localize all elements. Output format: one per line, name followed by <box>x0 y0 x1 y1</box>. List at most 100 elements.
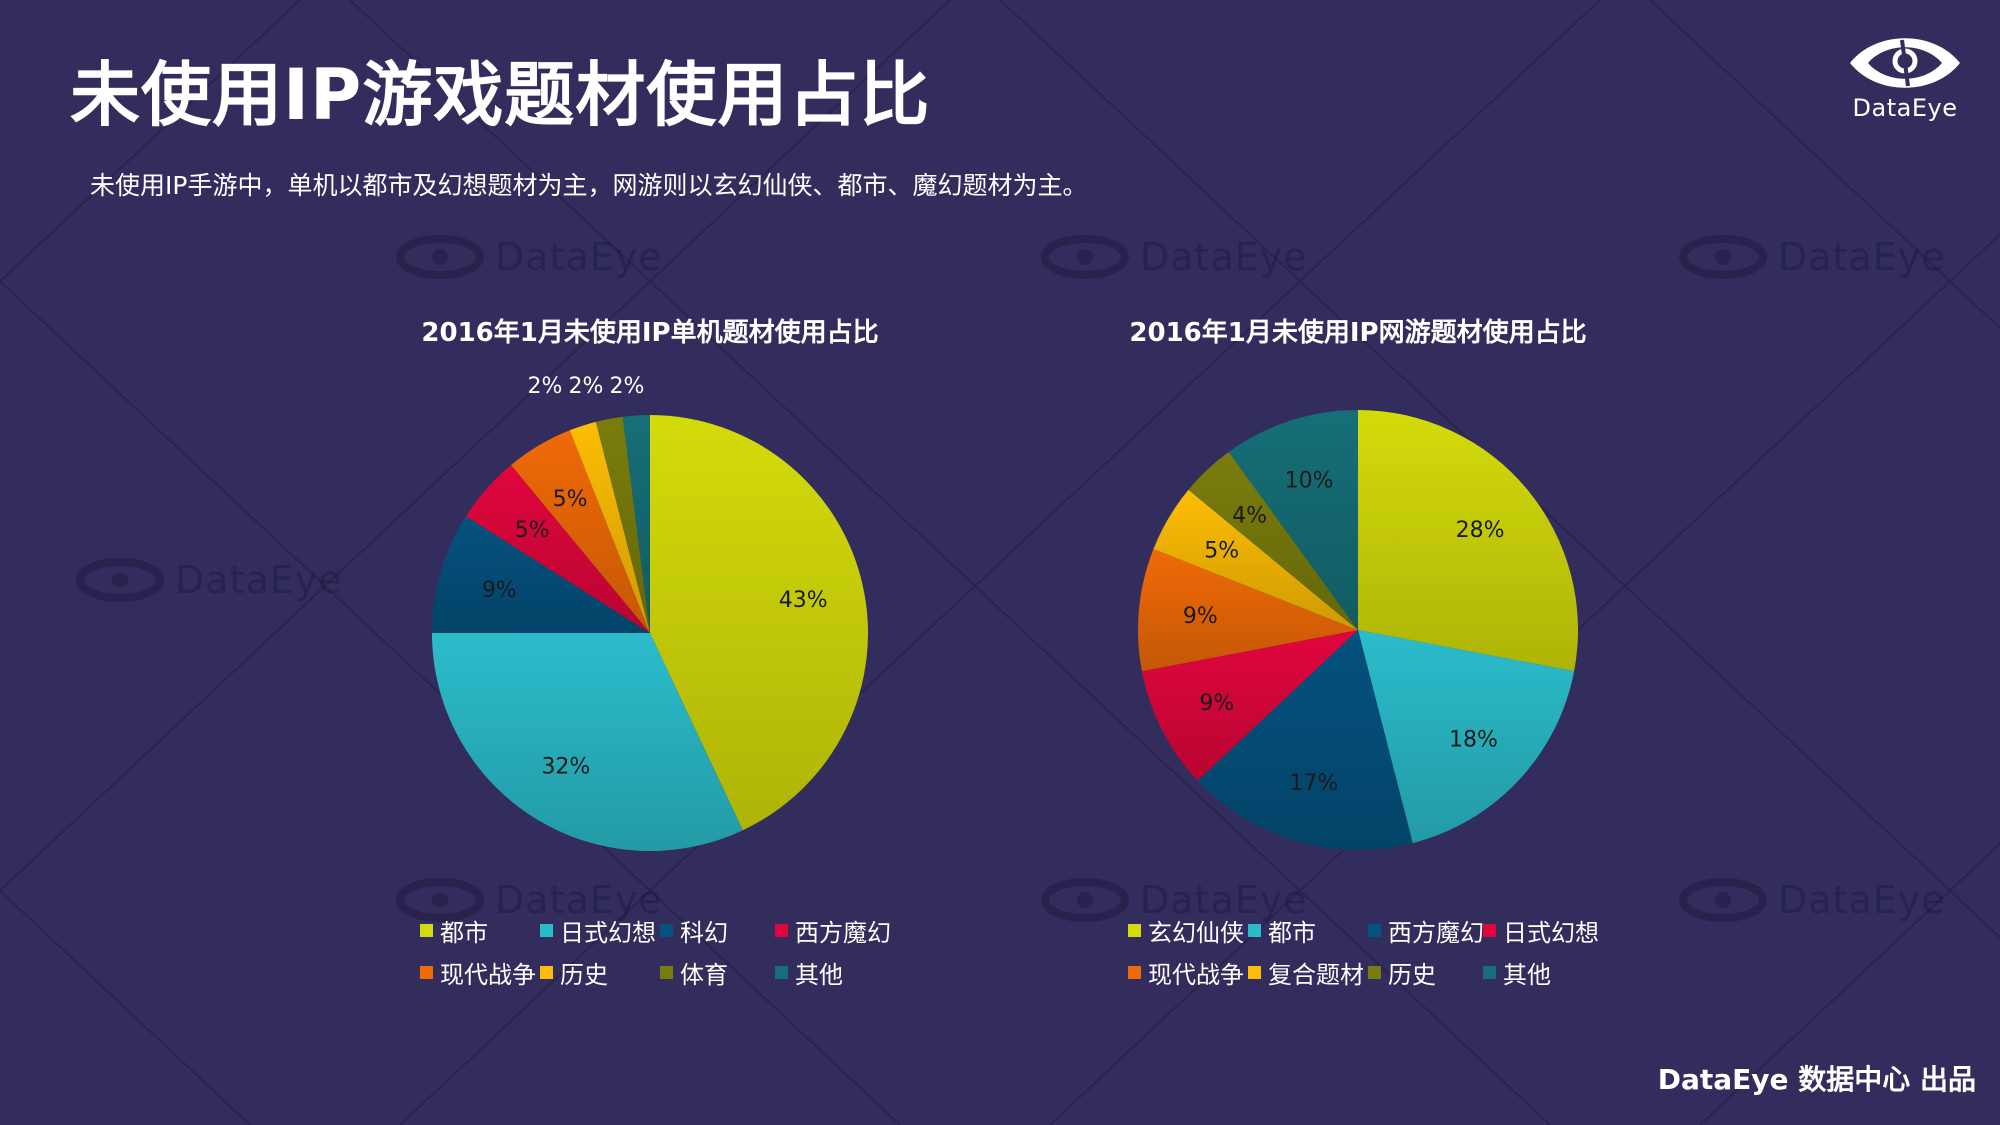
legend-label: 体育 <box>680 960 728 989</box>
eye-logo-icon <box>1679 878 1767 922</box>
slice-label: 4% <box>1232 504 1267 529</box>
legend-item: 科幻 <box>660 914 728 947</box>
pie-slice <box>465 465 650 633</box>
pie-slice <box>1153 489 1358 630</box>
slice-label: 17% <box>1289 771 1338 796</box>
pie-slice <box>1138 549 1358 672</box>
pie-slice <box>622 415 650 633</box>
slice-label: 28% <box>1456 518 1505 543</box>
pie-slice <box>1141 630 1358 781</box>
legend-item: 玄幻仙侠 <box>1128 914 1244 947</box>
pie-slice <box>432 516 650 633</box>
legend-label: 玄幻仙侠 <box>1148 918 1244 947</box>
slice-label: 43% <box>779 588 828 613</box>
slice-label: 5% <box>553 487 588 512</box>
legend-swatch <box>1248 923 1261 937</box>
legend-item: 复合题材 <box>1248 956 1364 989</box>
slice-label: 9% <box>1199 691 1234 716</box>
slice-label: 10% <box>1285 468 1334 493</box>
legend-label: 都市 <box>440 918 488 947</box>
pie-slice <box>1197 630 1413 850</box>
legend-label: 历史 <box>1388 960 1436 989</box>
legend-label: 历史 <box>560 960 608 989</box>
legend-swatch <box>1128 923 1141 937</box>
legend-label: 其他 <box>795 960 843 989</box>
pie-slice <box>1358 410 1578 672</box>
slice-label: 5% <box>1204 538 1239 563</box>
eye-logo-icon <box>1041 235 1129 279</box>
eye-logo-icon <box>396 235 484 279</box>
eye-logo-icon <box>1041 878 1129 922</box>
legend-swatch <box>660 923 673 937</box>
chart-title-standalone: 2016年1月未使用IP单机题材使用占比 <box>421 318 879 348</box>
legend-item: 现代战争 <box>420 956 536 989</box>
legend-item: 其他 <box>775 956 843 989</box>
legend-swatch <box>1368 965 1381 979</box>
legend-swatch <box>1483 965 1496 979</box>
legend-label: 现代战争 <box>1148 960 1244 989</box>
slice-label: 32% <box>541 755 590 780</box>
legend-swatch <box>540 965 553 979</box>
legend-swatch <box>1128 965 1141 979</box>
slice-label: 18% <box>1449 727 1498 752</box>
pie-slice <box>650 415 869 831</box>
legend-item: 历史 <box>540 956 608 989</box>
legend-swatch <box>1483 923 1496 937</box>
pie-slice <box>595 416 650 633</box>
legend-item: 西方魔幻 <box>775 914 891 947</box>
logo-text: DataEye <box>1852 94 1958 122</box>
footer-credit: DataEye 数据中心 出品 <box>1657 1063 1976 1096</box>
legend-label: 西方魔幻 <box>795 918 891 947</box>
page-title: 未使用IP游戏题材使用占比 <box>70 54 931 136</box>
pie-slice <box>1188 452 1358 630</box>
legend-swatch <box>540 923 553 937</box>
slice-label: 9% <box>482 578 517 603</box>
watermark: DataEye <box>395 875 663 925</box>
pie-slice <box>511 430 650 633</box>
pie-slice <box>569 421 650 633</box>
slice-label: 5% <box>515 518 550 543</box>
legend-swatch <box>420 923 433 937</box>
legend-swatch <box>420 965 433 979</box>
watermark: DataEye <box>1040 875 1308 925</box>
legend-label: 复合题材 <box>1268 960 1364 989</box>
pie-slice <box>432 633 743 851</box>
watermark: DataEye <box>1678 875 1946 925</box>
watermark: DataEye <box>75 555 343 605</box>
legend-item: 现代战争 <box>1128 956 1244 989</box>
chart-title-online: 2016年1月未使用IP网游题材使用占比 <box>1129 318 1587 348</box>
legend-swatch <box>775 923 788 937</box>
dataeye-logo: DataEye <box>1845 34 1965 122</box>
eye-logo-icon <box>396 878 484 922</box>
legend-swatch <box>1248 965 1261 979</box>
legend-swatch <box>1368 923 1381 937</box>
legend-item: 都市 <box>420 914 488 947</box>
legend-item: 西方魔幻 <box>1368 914 1484 947</box>
slice-label: 2% <box>610 374 645 399</box>
legend-label: 现代战争 <box>440 960 536 989</box>
legend-item: 日式幻想 <box>540 914 656 947</box>
legend-item: 其他 <box>1483 956 1551 989</box>
legend-item: 都市 <box>1248 914 1316 947</box>
page-subtitle: 未使用IP手游中，单机以都市及幻想题材为主，网游则以玄幻仙侠、都市、魔幻题材为主… <box>90 171 1088 200</box>
legend-label: 都市 <box>1268 918 1316 947</box>
legend-label: 科幻 <box>680 918 728 947</box>
eye-logo-icon <box>1679 235 1767 279</box>
legend-label: 其他 <box>1503 960 1551 989</box>
pie-chart-standalone: 43%32%9%5%5%2% 2% 2% <box>432 374 869 851</box>
pie-chart-online: 28% 18% 17% 9% 9% 5% 4% 10% <box>1138 410 1578 850</box>
legend-label: 日式幻想 <box>1503 918 1599 947</box>
slice-label: 2% <box>569 374 604 399</box>
slice-label: 9% <box>1183 604 1218 629</box>
legend-item: 日式幻想 <box>1483 914 1599 947</box>
legend-item: 历史 <box>1368 956 1436 989</box>
legend-item: 体育 <box>660 956 728 989</box>
eye-logo-icon <box>1850 38 1960 88</box>
legend-swatch <box>775 965 788 979</box>
watermark: DataEye <box>395 232 663 282</box>
slice-label: 2% <box>528 374 563 399</box>
legend-label: 日式幻想 <box>560 918 656 947</box>
watermark: DataEye <box>1040 232 1308 282</box>
